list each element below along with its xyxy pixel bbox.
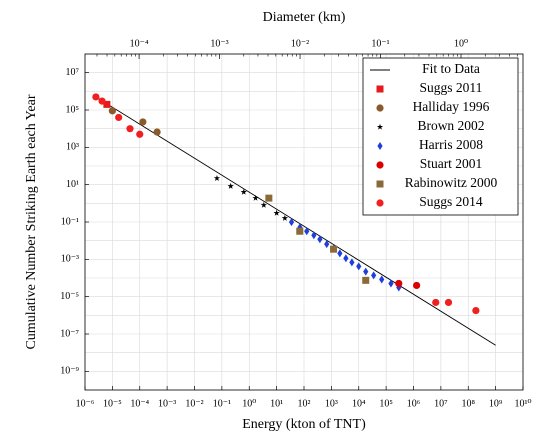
circle-marker <box>376 161 384 169</box>
circle-marker <box>413 281 421 290</box>
x-tick-label: 10⁷ <box>434 398 448 409</box>
legend-label: Suggs 2014 <box>419 194 483 209</box>
x2-axis-label: Diameter (km) <box>263 10 346 25</box>
star-marker <box>240 188 247 195</box>
y-tick-label: 10⁵ <box>66 104 80 115</box>
x-tick-label: 10⁶ <box>407 398 421 409</box>
diamond-marker <box>379 275 385 284</box>
diamond-marker <box>288 218 295 227</box>
y-tick-label: 10⁻⁹ <box>60 366 79 377</box>
circle-marker <box>153 128 161 136</box>
circle-marker <box>376 104 384 112</box>
x-tick-label: 10⁻³ <box>158 398 176 409</box>
y-tick-label: 10¹ <box>66 179 79 190</box>
square-marker <box>376 85 384 93</box>
diamond-marker <box>356 262 362 271</box>
circle-marker <box>108 107 116 115</box>
x-tick-label: 10² <box>298 398 311 409</box>
x-tick-label: 10⁻⁴ <box>130 398 149 409</box>
y-tick-label: 10⁻³ <box>61 254 79 265</box>
circle-marker <box>472 306 480 315</box>
x2-tick-label: 10⁻⁴ <box>130 38 149 49</box>
legend-label: Brown 2002 <box>417 118 484 133</box>
circle-marker <box>115 113 123 122</box>
x-tick-label: 10⁴ <box>352 398 366 409</box>
star-marker <box>227 182 234 189</box>
y-tick-label: 10³ <box>66 142 79 153</box>
star-marker <box>273 209 280 216</box>
x-tick-label: 10⁹ <box>489 398 503 409</box>
star-marker <box>260 201 267 208</box>
y-tick-label: 10⁷ <box>66 67 80 78</box>
square-marker <box>265 194 273 202</box>
diamond-marker <box>363 267 369 276</box>
diamond-marker <box>311 231 317 240</box>
legend-label: Suggs 2011 <box>420 80 483 95</box>
diamond-marker <box>337 249 343 258</box>
circle-marker <box>136 130 144 138</box>
square-marker <box>330 245 338 253</box>
legend-label: Harris 2008 <box>419 137 483 152</box>
circle-marker <box>126 125 134 133</box>
diamond-marker <box>371 271 377 280</box>
square-marker <box>103 100 111 108</box>
legend-label: Stuart 2001 <box>420 156 483 171</box>
circle-marker <box>376 199 384 207</box>
x-tick-label: 10⁰ <box>242 398 256 409</box>
square-marker <box>296 227 304 235</box>
y-axis-label: Cumulative Number Striking Earth each Ye… <box>24 94 39 349</box>
legend-label: Halliday 1996 <box>413 99 490 114</box>
circle-marker <box>432 298 440 307</box>
diamond-marker <box>377 142 383 150</box>
x-axis-label: Energy (kton of TNT) <box>242 417 366 432</box>
circle-marker <box>92 93 100 101</box>
x2-tick-label: 10⁻² <box>291 38 309 49</box>
x-tick-label: 10⁻² <box>185 398 203 409</box>
star-marker <box>252 194 259 201</box>
legend-label: Fit to Data <box>422 61 480 76</box>
circle-marker <box>98 97 106 105</box>
x-tick-label: 10⁻¹ <box>213 398 231 409</box>
x-tick-label: 10⁻⁵ <box>103 398 122 409</box>
x-tick-label: 10⁻⁶ <box>76 398 95 409</box>
legend: Fit to Data Suggs 2011 Halliday 1996 Brown … <box>362 57 519 216</box>
legend-box <box>362 57 519 216</box>
square-marker <box>362 276 370 284</box>
diamond-marker <box>297 223 303 232</box>
diamond-marker <box>304 227 310 236</box>
star-marker <box>281 214 288 221</box>
star-marker <box>213 174 221 181</box>
diamond-marker <box>324 240 330 249</box>
diamond-marker <box>317 235 323 244</box>
diamond-marker <box>343 254 349 263</box>
x2-tick-label: 10⁻¹ <box>371 38 389 49</box>
x-tick-label: 10³ <box>325 398 338 409</box>
fit-line <box>95 96 496 346</box>
x-tick-label: 10¹ <box>270 398 283 409</box>
circle-marker <box>444 298 453 307</box>
square-marker <box>376 180 384 188</box>
diamond-marker <box>349 258 355 267</box>
x2-tick-label: 10⁻³ <box>210 38 228 49</box>
circle-marker <box>139 118 147 126</box>
circle-marker <box>395 279 403 288</box>
y-tick-label: 10⁻⁵ <box>60 291 79 302</box>
y-tick-label: 10⁻¹ <box>61 216 79 227</box>
y-tick-label: 10⁻⁷ <box>60 328 79 339</box>
x-tick-label: 10⁸ <box>462 398 476 409</box>
x-tick-label: 10¹⁰ <box>514 398 531 409</box>
diamond-marker <box>388 279 394 288</box>
star-marker <box>376 123 384 130</box>
x-tick-label: 10⁵ <box>379 398 393 409</box>
x2-tick-label: 10⁰ <box>454 38 468 49</box>
legend-label: Rabinowitz 2000 <box>405 175 498 190</box>
